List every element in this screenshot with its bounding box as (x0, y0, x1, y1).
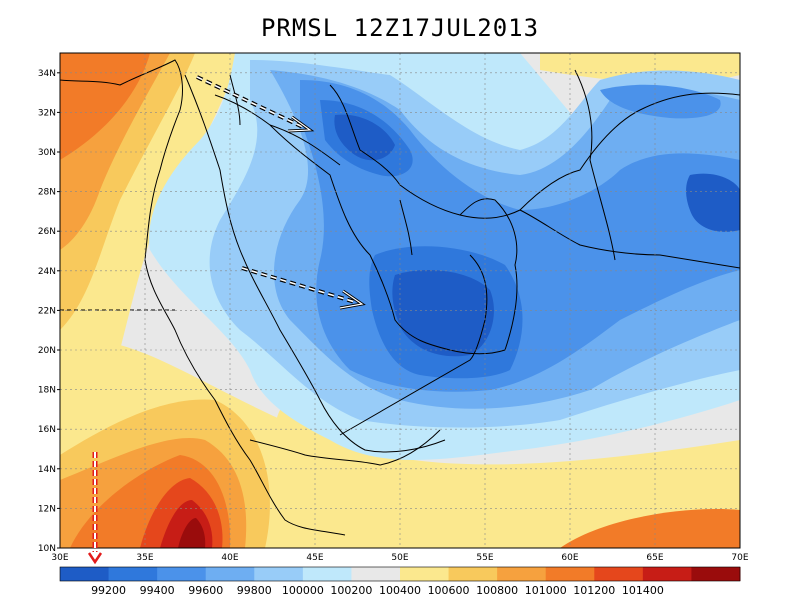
border-qatar (399, 199, 413, 256)
colorbar-label: 101000 (525, 584, 567, 597)
colorbar-swatch (302, 567, 352, 581)
border-iran-afghan (574, 69, 616, 261)
lat-tick-label: 34N (38, 69, 56, 79)
graticule (60, 53, 740, 548)
colorbar-label: 99800 (237, 584, 272, 597)
map-frame (59, 52, 741, 549)
colorbar-swatch (691, 567, 741, 581)
lon-tick-label: 50E (391, 553, 408, 563)
lat-tick-label: 32N (38, 108, 56, 118)
coast-red-sea-west (60, 59, 346, 536)
lon-tick-label: 70E (731, 553, 748, 563)
coast-gulf-aden (249, 429, 441, 466)
coast-arabia-east (214, 94, 518, 355)
lon-tick-label: 55E (476, 553, 493, 563)
colorbar-label: 99600 (188, 584, 223, 597)
flow-arrow-north (196, 75, 315, 133)
latitude-tick-labels: 34N 32N 30N 28N 26N 24N 22N 20N 18N 16N 14N 12N 10N (38, 69, 60, 554)
lon-tick-label: 60E (561, 553, 578, 563)
colorbar-label: 101400 (622, 584, 664, 597)
lat-tick-label: 20N (38, 346, 56, 356)
lon-tick-label: 35E (136, 553, 153, 563)
lat-tick-label: 12N (38, 504, 56, 514)
flow-arrow-red-vertical (87, 452, 103, 565)
colorbar-label: 101200 (573, 584, 615, 597)
lat-tick-label: 26N (38, 227, 56, 237)
colorbar-swatch (108, 567, 158, 581)
colorbar-swatch (594, 567, 644, 581)
lon-tick-label: 30E (51, 553, 68, 563)
colorbar-swatch (205, 567, 255, 581)
lat-tick-label: 24N (38, 267, 56, 277)
colorbar-label: 100200 (330, 584, 372, 597)
coast-persian-gulf (329, 84, 740, 269)
colorbar-swatch (254, 567, 304, 581)
chart-title: PRMSL 12Z17JUL2013 (260, 14, 540, 42)
longitude-tick-labels: 30E 35E 40E 45E 50E 55E 60E 65E 70E (51, 553, 748, 563)
colorbar-swatch (497, 567, 547, 581)
colorbar-swatch (545, 567, 595, 581)
colorbar-swatch (448, 567, 498, 581)
coast-red-sea-east (184, 74, 446, 453)
lat-tick-label: 22N (38, 306, 56, 316)
border-iraq-saudi (269, 124, 341, 166)
colorbar-swatch (400, 567, 450, 581)
field-northwest-deep-orange (60, 53, 150, 160)
lon-tick-label: 45E (306, 553, 323, 563)
colorbar-label: 100600 (428, 584, 470, 597)
colorbar-frame (59, 566, 741, 582)
field-sw-high-max (178, 518, 206, 548)
lat-tick-label: 10N (38, 544, 56, 554)
colorbar-swatch (60, 567, 110, 581)
lat-tick-label: 18N (38, 386, 56, 396)
pressure-field (60, 53, 740, 548)
border-jordan (229, 74, 241, 126)
colorbar-label: 100400 (379, 584, 421, 597)
colorbar-swatch (351, 567, 401, 581)
lat-tick-label: 14N (38, 465, 56, 475)
field-east-low-core (686, 173, 740, 232)
colorbar-label: 99400 (140, 584, 175, 597)
flow-arrow-central (241, 266, 366, 310)
lat-tick-label: 30N (38, 148, 56, 158)
colorbar-swatch (157, 567, 207, 581)
colorbar (59, 566, 741, 582)
colorbar-label: 99200 (91, 584, 126, 597)
lon-tick-label: 65E (646, 553, 663, 563)
border-iran (519, 92, 740, 211)
colorbar-labels: 99200 99400 99600 99800 100000 100200 100400 10… (91, 584, 664, 597)
lon-tick-label: 40E (221, 553, 238, 563)
lat-tick-label: 16N (38, 425, 56, 435)
field-rubalkhali-low-core (392, 270, 494, 357)
colorbar-label: 100800 (476, 584, 518, 597)
colorbar-swatch (642, 567, 692, 581)
field-iraq-low-core (334, 114, 395, 161)
field-southeast-orange (560, 509, 740, 548)
colorbar-label: 100000 (282, 584, 324, 597)
lat-tick-label: 28N (38, 188, 56, 198)
